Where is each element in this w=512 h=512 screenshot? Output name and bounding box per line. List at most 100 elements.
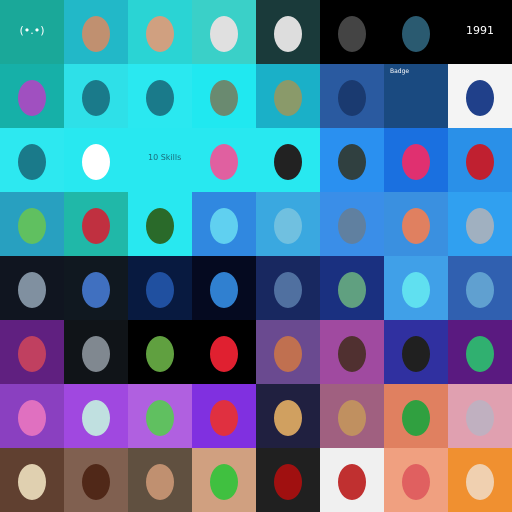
artwork	[146, 272, 174, 308]
artwork	[82, 208, 110, 244]
nft-thumbnail[interactable]: (•.•)	[0, 0, 64, 64]
nft-thumbnail[interactable]: Badge	[384, 64, 448, 128]
nft-thumbnail[interactable]	[64, 320, 128, 384]
nft-thumbnail[interactable]	[64, 128, 128, 192]
artwork	[18, 80, 46, 116]
artwork	[338, 464, 366, 500]
nft-thumbnail[interactable]	[320, 384, 384, 448]
nft-thumbnail[interactable]	[384, 448, 448, 512]
nft-thumbnail[interactable]	[448, 448, 512, 512]
artwork	[82, 464, 110, 500]
nft-thumbnail[interactable]	[448, 192, 512, 256]
artwork	[82, 80, 110, 116]
nft-thumbnail[interactable]	[320, 448, 384, 512]
nft-thumbnail[interactable]	[192, 320, 256, 384]
nft-thumbnail[interactable]	[128, 256, 192, 320]
nft-thumbnail[interactable]	[256, 384, 320, 448]
artwork	[18, 400, 46, 436]
nft-thumbnail[interactable]	[256, 448, 320, 512]
nft-thumbnail[interactable]	[64, 64, 128, 128]
nft-thumbnail[interactable]	[256, 256, 320, 320]
nft-thumbnail[interactable]	[64, 192, 128, 256]
nft-thumbnail[interactable]	[192, 256, 256, 320]
nft-thumbnail[interactable]: 1991	[448, 0, 512, 64]
nft-thumbnail[interactable]	[0, 256, 64, 320]
nft-thumbnail[interactable]	[256, 320, 320, 384]
nft-thumbnail[interactable]	[128, 0, 192, 64]
nft-thumbnail[interactable]	[448, 384, 512, 448]
artwork	[338, 16, 366, 52]
nft-thumbnail[interactable]	[128, 64, 192, 128]
tile-text: 10 Skills	[148, 153, 182, 162]
nft-thumbnail[interactable]	[64, 448, 128, 512]
nft-thumbnail[interactable]	[384, 320, 448, 384]
nft-thumbnail[interactable]	[448, 320, 512, 384]
nft-thumbnail[interactable]	[320, 320, 384, 384]
nft-thumbnail[interactable]	[0, 192, 64, 256]
nft-thumbnail[interactable]	[64, 384, 128, 448]
artwork	[210, 80, 238, 116]
artwork	[146, 80, 174, 116]
nft-thumbnail[interactable]	[256, 0, 320, 64]
artwork	[402, 400, 430, 436]
nft-thumbnail[interactable]	[192, 0, 256, 64]
artwork	[274, 464, 302, 500]
nft-thumbnail[interactable]	[384, 192, 448, 256]
nft-thumbnail[interactable]	[0, 384, 64, 448]
nft-thumbnail[interactable]	[128, 448, 192, 512]
nft-thumbnail[interactable]: 10 Skills	[128, 128, 192, 192]
nft-thumbnail[interactable]	[192, 192, 256, 256]
tile-text: (•.•)	[19, 24, 45, 37]
nft-thumbnail[interactable]	[0, 64, 64, 128]
artwork	[338, 208, 366, 244]
nft-thumbnail[interactable]	[320, 128, 384, 192]
artwork	[274, 16, 302, 52]
nft-thumbnail[interactable]	[320, 64, 384, 128]
nft-thumbnail[interactable]	[320, 0, 384, 64]
nft-thumbnail[interactable]	[192, 448, 256, 512]
artwork	[210, 400, 238, 436]
nft-thumbnail[interactable]	[192, 384, 256, 448]
nft-thumbnail[interactable]	[0, 320, 64, 384]
artwork	[402, 272, 430, 308]
nft-thumbnail[interactable]	[192, 128, 256, 192]
artwork	[18, 336, 46, 372]
nft-thumbnail[interactable]	[256, 128, 320, 192]
nft-thumbnail[interactable]	[448, 128, 512, 192]
artwork	[274, 272, 302, 308]
artwork	[274, 208, 302, 244]
nft-thumbnail[interactable]	[320, 256, 384, 320]
nft-thumbnail[interactable]	[128, 320, 192, 384]
artwork	[274, 144, 302, 180]
artwork	[402, 144, 430, 180]
artwork	[466, 336, 494, 372]
nft-thumbnail[interactable]	[256, 192, 320, 256]
nft-thumbnail[interactable]	[384, 0, 448, 64]
artwork	[402, 16, 430, 52]
nft-thumbnail[interactable]	[384, 384, 448, 448]
nft-thumbnail[interactable]	[0, 128, 64, 192]
artwork	[210, 144, 238, 180]
artwork	[18, 208, 46, 244]
nft-thumbnail[interactable]	[64, 256, 128, 320]
nft-thumbnail[interactable]	[384, 256, 448, 320]
nft-thumbnail[interactable]	[384, 128, 448, 192]
artwork	[210, 16, 238, 52]
artwork	[18, 464, 46, 500]
nft-thumbnail[interactable]	[64, 0, 128, 64]
nft-thumbnail[interactable]	[448, 256, 512, 320]
nft-thumbnail[interactable]	[448, 64, 512, 128]
artwork	[338, 400, 366, 436]
artwork	[466, 144, 494, 180]
nft-thumbnail[interactable]	[192, 64, 256, 128]
nft-thumbnail[interactable]	[0, 448, 64, 512]
nft-thumbnail[interactable]	[128, 384, 192, 448]
nft-thumbnail[interactable]	[256, 64, 320, 128]
nft-thumbnail[interactable]	[128, 192, 192, 256]
nft-thumbnail[interactable]	[320, 192, 384, 256]
artwork	[82, 336, 110, 372]
artwork	[466, 400, 494, 436]
artwork	[210, 208, 238, 244]
artwork	[18, 144, 46, 180]
artwork	[338, 144, 366, 180]
